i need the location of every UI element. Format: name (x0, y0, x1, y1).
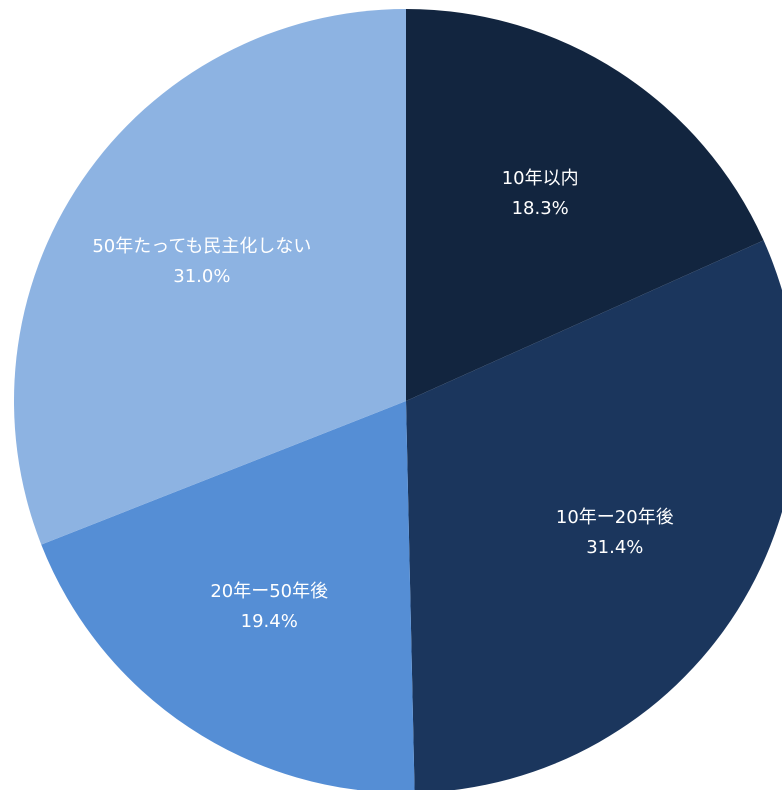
slice-label: 10年以内 18.3% (420, 164, 660, 224)
category-label: 20年ー50年後 (210, 580, 329, 602)
pie-slice (406, 9, 764, 401)
pie-slice (41, 401, 415, 790)
value-label: 18.3% (511, 197, 569, 219)
category-label: 10年ー20年後 (555, 506, 674, 528)
value-label: 31.0% (173, 265, 231, 287)
pie-slice (406, 240, 782, 790)
value-label: 31.4% (586, 536, 644, 558)
slice-label: 50年たっても民主化しない 31.0% (82, 232, 322, 292)
slice-label: 10年ー20年後 31.4% (495, 503, 735, 563)
value-label: 19.4% (240, 610, 298, 632)
category-label: 50年たっても民主化しない (92, 235, 312, 257)
slice-label: 20年ー50年後 19.4% (149, 577, 389, 637)
category-label: 10年以内 (501, 167, 579, 189)
pie-slice (13, 9, 407, 545)
